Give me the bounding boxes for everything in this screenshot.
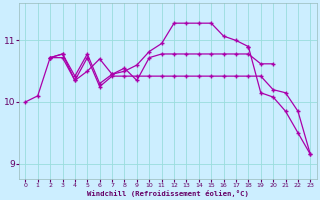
X-axis label: Windchill (Refroidissement éolien,°C): Windchill (Refroidissement éolien,°C) xyxy=(87,190,249,197)
